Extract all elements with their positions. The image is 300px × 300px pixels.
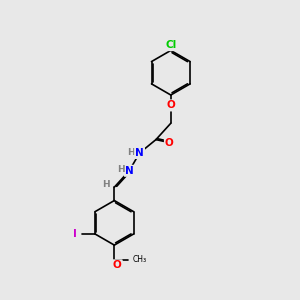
Text: O: O	[165, 138, 174, 148]
Text: I: I	[73, 229, 77, 239]
Text: H: H	[102, 180, 110, 189]
Text: H: H	[128, 148, 135, 158]
Text: N: N	[135, 148, 144, 158]
Text: H: H	[117, 165, 125, 174]
Text: Cl: Cl	[165, 40, 176, 50]
Text: CH₃: CH₃	[133, 256, 147, 265]
Text: N: N	[125, 166, 134, 176]
Text: O: O	[113, 260, 122, 270]
Text: O: O	[167, 100, 175, 110]
